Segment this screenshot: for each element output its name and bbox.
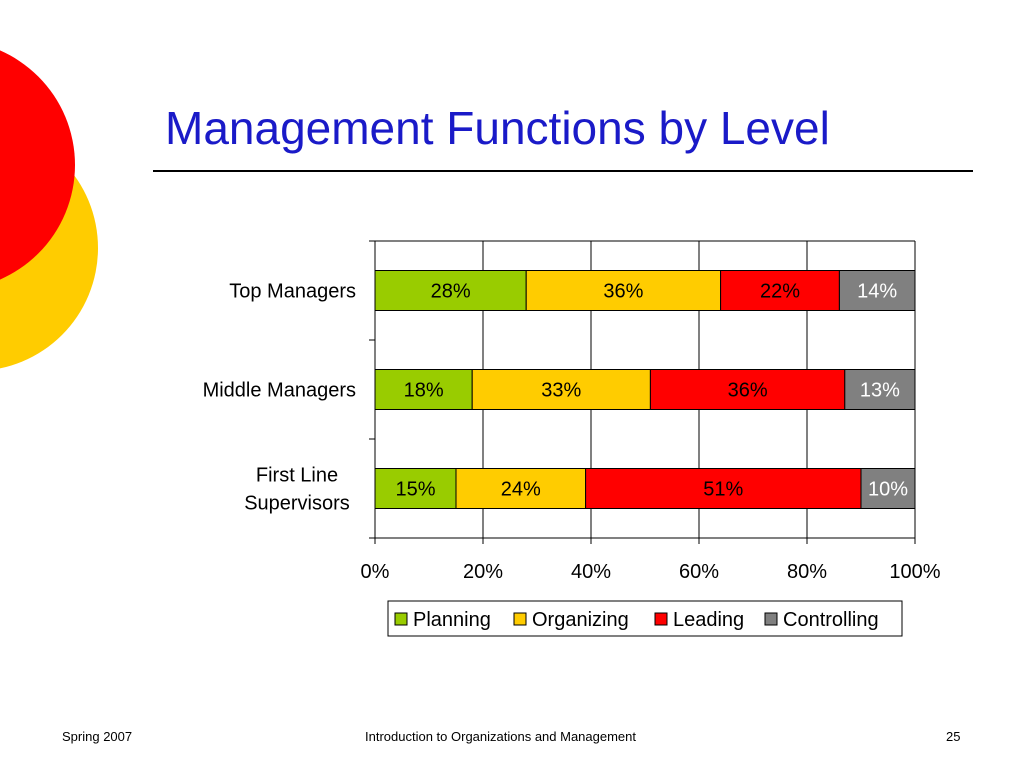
data-label: 13%: [860, 380, 900, 402]
category-label: Top Managers: [229, 281, 356, 303]
data-label: 10%: [868, 479, 908, 501]
data-label: 18%: [404, 380, 444, 402]
x-tick-label: 100%: [889, 561, 940, 583]
data-label: 36%: [603, 281, 643, 303]
bar-segment: [374, 270, 527, 311]
bar-segment: [374, 468, 457, 509]
x-tick-label: 80%: [787, 561, 827, 583]
decorative-circles: [0, 50, 98, 369]
legend-swatch: [654, 612, 668, 626]
x-tick-label: 20%: [463, 561, 503, 583]
data-label: 51%: [703, 479, 743, 501]
bar-segment: [649, 369, 846, 410]
bar-segment: [374, 369, 473, 410]
title-divider: [153, 170, 973, 172]
legend-label: Organizing: [532, 609, 629, 631]
x-tick-label: 0%: [361, 561, 390, 583]
footer-date: Spring 2007: [62, 729, 133, 744]
footer-page-number: 25: [946, 729, 961, 744]
category-label: First Line Supervisors: [244, 465, 350, 515]
x-tick-label: 40%: [571, 561, 611, 583]
legend-swatch: [394, 612, 408, 626]
slide-title: Management Functions by Level: [165, 102, 830, 154]
data-label: 24%: [501, 479, 541, 501]
category-label-line: Top Managers: [229, 281, 356, 303]
legend-box: [387, 600, 903, 637]
stacked-bar-chart: 0% 20% 40% 60% 80% 100% 28% 36% 22% 14% Top Manage…: [203, 240, 941, 637]
legend-swatch: [764, 612, 778, 626]
data-label: 28%: [431, 281, 471, 303]
legend-label: Leading: [673, 609, 744, 631]
legend-swatch: [513, 612, 527, 626]
data-label: 33%: [541, 380, 581, 402]
legend-label: Controlling: [783, 609, 879, 631]
category-label: Middle Managers: [203, 380, 356, 402]
data-label: 14%: [857, 281, 897, 303]
legend-label: Planning: [413, 609, 491, 631]
category-label-line: First Line: [256, 465, 338, 487]
bar-segment: [844, 369, 916, 410]
category-label-line: Middle Managers: [203, 380, 356, 402]
red-circle: [0, 50, 75, 280]
data-label: 15%: [395, 479, 435, 501]
x-tick-label: 60%: [679, 561, 719, 583]
bar-segment: [838, 270, 916, 311]
footer-course-title: Introduction to Organizations and Manage…: [365, 729, 637, 744]
bar-segment: [471, 369, 651, 410]
category-label-line: Supervisors: [244, 493, 350, 515]
data-label: 36%: [728, 380, 768, 402]
bar-segment: [860, 468, 916, 509]
data-label: 22%: [760, 281, 800, 303]
